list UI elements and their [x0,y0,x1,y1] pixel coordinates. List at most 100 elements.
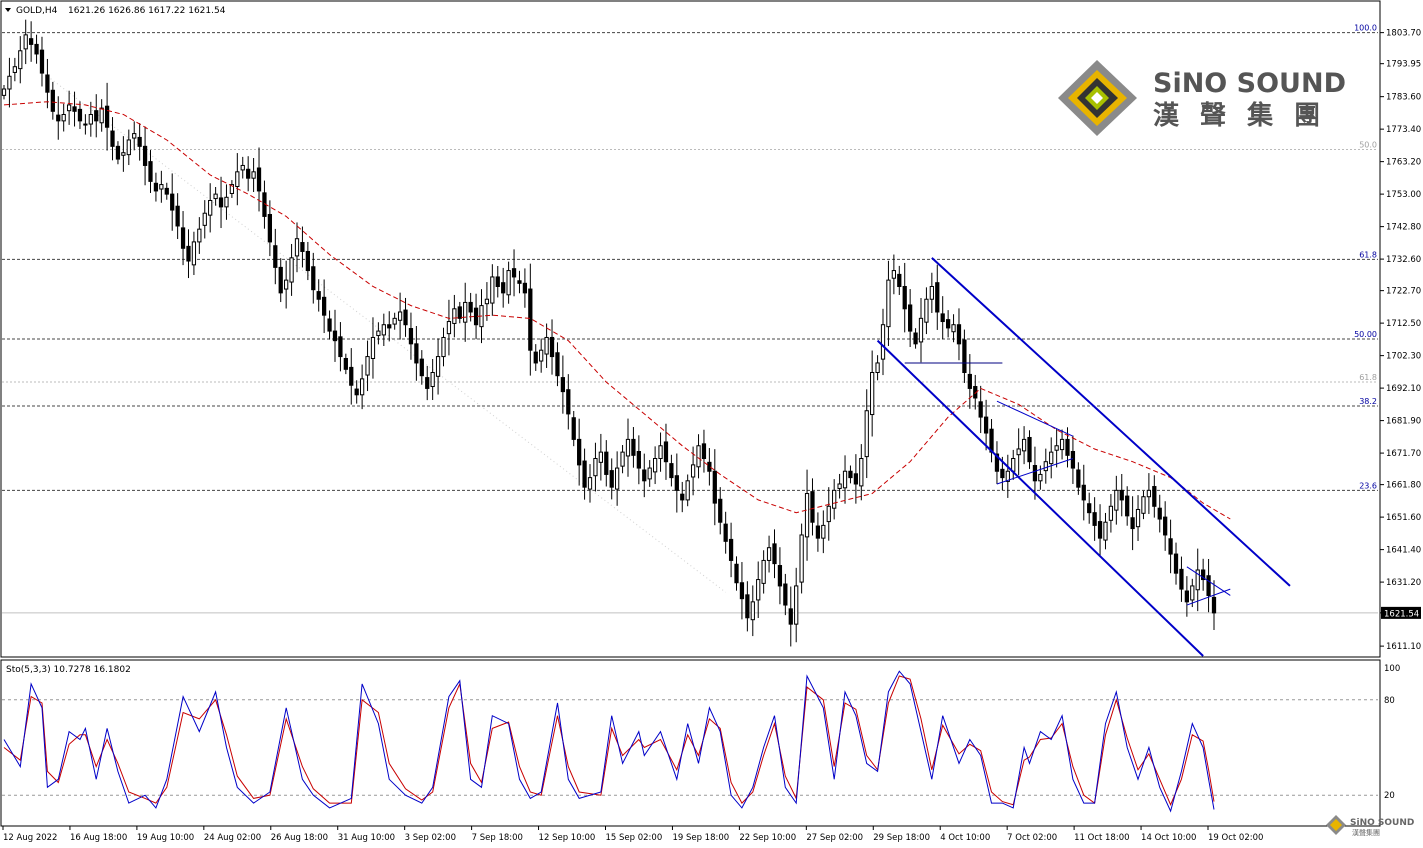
candle-body [72,106,77,112]
triangle-trendline[interactable] [996,458,1074,485]
candle-body [577,438,582,466]
stochastic-signal-line [3,675,1215,806]
x-axis-tick-label: 26 Aug 18:00 [271,833,328,843]
stochastic-level-label: 100 [1384,664,1400,674]
candle [202,200,207,239]
candle-body [414,343,419,364]
candle [924,287,929,335]
candle [571,410,576,447]
candle-body [1108,505,1114,521]
candle [810,478,815,536]
candle-body [294,238,300,257]
candle [12,57,17,82]
triangle-trendline[interactable] [1186,566,1231,596]
symbol-dropdown-icon[interactable] [5,8,11,12]
candle-body [1130,517,1135,530]
candle [484,282,490,321]
candle [756,561,761,619]
candle [159,170,164,203]
candle [197,217,202,254]
candle [45,58,50,109]
candle [387,311,392,342]
candle [1179,556,1184,602]
candle-body [555,352,560,377]
candle [788,586,793,647]
candle [587,464,593,503]
candle-body [794,585,799,625]
candle [1081,464,1086,521]
y-axis-tick-label: 1641.40 [1386,546,1421,556]
triangle-trendline[interactable] [996,400,1074,437]
candle [61,103,66,132]
candle [224,184,229,220]
candle [397,292,403,340]
candle [246,156,251,192]
candle-body [1,88,7,96]
candle [164,182,169,200]
candle-body [810,491,815,523]
candle [690,446,696,496]
candle-body [34,43,39,55]
candle [636,435,641,485]
candle [555,342,560,387]
candle-body [170,193,175,211]
y-axis-tick-label: 1651.60 [1386,513,1421,523]
candle [853,454,859,504]
candle-body [978,401,983,418]
channel-trendline[interactable] [931,257,1291,587]
candle-body [734,563,739,584]
candle [723,511,728,554]
stochastic-level-label: 80 [1384,696,1395,706]
candle-body [685,480,690,501]
candle [338,322,343,372]
stochastic-main-line [3,670,1215,813]
candle-body [267,214,273,243]
candle-body [1076,469,1081,488]
x-axis-tick-label: 29 Sep 18:00 [873,833,930,843]
candle-body [544,336,549,355]
candle [50,81,55,120]
candle-body [880,324,886,360]
candle [403,297,408,337]
candle [332,309,338,362]
candle [1146,473,1152,514]
candle-body [745,594,750,619]
candle-body [837,483,842,489]
triangle-trendline[interactable] [1186,588,1231,606]
candle-body [191,241,197,266]
candle [533,344,538,371]
candle [522,268,528,308]
candle [501,267,506,308]
y-axis-tick-label: 1803.70 [1386,29,1421,39]
candle-body [430,372,435,388]
candle [1211,580,1217,631]
candle-body [1021,438,1027,452]
candle-body [1087,503,1092,514]
x-axis-tick-label: 16 Aug 18:00 [70,833,127,843]
moving-average-line [3,101,1231,520]
candle [956,308,962,361]
candle [783,573,788,616]
candle [761,550,766,594]
y-axis-tick-label: 1732.60 [1386,255,1421,265]
candle [1130,496,1135,551]
candle-body [419,358,424,377]
candle-body [1201,569,1206,581]
candle-body [164,187,169,195]
candle-body [327,318,332,332]
candle-body [739,582,745,600]
candle-body [598,451,603,463]
candle-body [870,372,875,416]
fib-level-label: 50.0 [1359,141,1377,150]
candle [549,319,555,375]
candle [457,301,462,324]
x-axis-tick-label: 12 Sep 10:00 [539,833,596,843]
x-axis-tick-label: 4 Oct 10:00 [940,833,990,843]
candle [495,265,500,298]
candle-body [642,469,647,482]
channel-trendline[interactable] [876,339,1204,657]
candle [1032,446,1038,500]
candle-body [967,373,972,389]
